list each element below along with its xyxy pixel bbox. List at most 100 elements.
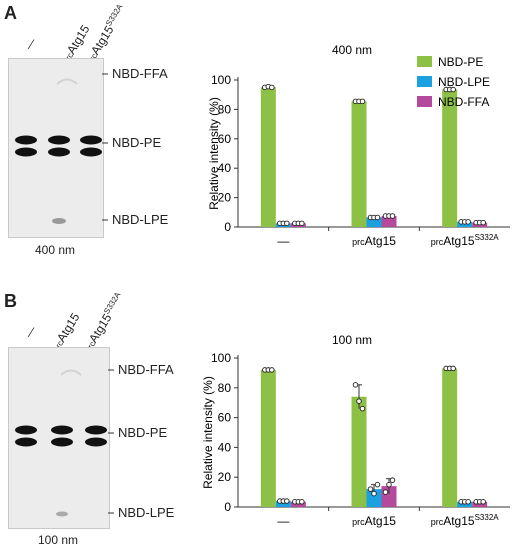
y-tick-label: 60 bbox=[218, 411, 232, 425]
tlc-plate-b bbox=[8, 347, 110, 529]
tlc-condition-a: 400 nm bbox=[34, 243, 76, 257]
data-point bbox=[389, 477, 396, 483]
band-label-pe-a: NBD-PE bbox=[112, 135, 162, 150]
data-point bbox=[480, 499, 486, 505]
y-tick-label: 40 bbox=[218, 440, 232, 454]
bar-nbd-lpe bbox=[366, 489, 382, 507]
bar-nbd-pe bbox=[442, 89, 458, 228]
y-tick-label: 80 bbox=[218, 102, 232, 116]
x-tick-label: prcAtg15 bbox=[352, 234, 396, 248]
data-point bbox=[374, 481, 381, 488]
pe-band-lower bbox=[51, 437, 73, 447]
tlc-plate-b-svg bbox=[15, 369, 107, 517]
data-point bbox=[299, 499, 305, 505]
ffa-band-faint bbox=[60, 369, 82, 376]
data-point bbox=[284, 220, 290, 227]
y-tick-label: 0 bbox=[224, 220, 231, 234]
data-point bbox=[465, 219, 471, 225]
band-label-ffa-b: NBD-FFA bbox=[118, 362, 174, 377]
panel-letter-a: A bbox=[4, 3, 17, 23]
legend-swatch-nbd-pe bbox=[417, 56, 432, 67]
data-point bbox=[269, 84, 275, 91]
data-point bbox=[269, 367, 275, 373]
x-tick-label: — bbox=[277, 514, 289, 528]
bar-nbd-pe bbox=[351, 396, 367, 507]
data-point bbox=[480, 219, 486, 226]
data-point bbox=[359, 98, 366, 105]
bar-chart-100nm: 100 nm 0 20 40 60 80 100 Relative intensity (%)… bbox=[201, 333, 510, 528]
band-label-ffa-a: NBD-FFA bbox=[112, 66, 168, 81]
bar-nbd-pe bbox=[260, 369, 276, 507]
y-tick-label: 100 bbox=[211, 73, 231, 87]
data-point bbox=[386, 481, 392, 488]
data-point bbox=[299, 220, 305, 227]
y-tick-label: 0 bbox=[224, 500, 231, 514]
data-point bbox=[356, 398, 362, 404]
x-tick-label: prcAtg15S332A bbox=[431, 513, 500, 528]
pe-band-lower bbox=[15, 147, 37, 157]
data-point bbox=[371, 490, 377, 497]
legend-label: NBD-LPE bbox=[438, 75, 490, 89]
pe-band-lower bbox=[48, 147, 70, 157]
y-tick-label: 20 bbox=[218, 470, 232, 484]
pe-band-upper bbox=[80, 135, 102, 145]
x-tick-label: prcAtg15S332A bbox=[431, 233, 500, 248]
lane-label-prcatg15-s332a: prcAtg15S332A bbox=[84, 290, 123, 354]
bar-nbd-pe bbox=[351, 101, 367, 227]
y-axis-label: Relative intensity (%) bbox=[201, 376, 215, 489]
data-point bbox=[450, 365, 456, 372]
y-tick-label: 80 bbox=[218, 381, 232, 395]
tlc-plate-a-svg bbox=[15, 78, 102, 224]
pe-band-upper bbox=[15, 135, 37, 145]
pe-band-upper bbox=[85, 425, 107, 435]
lane-label-control: — bbox=[22, 324, 39, 340]
legend-label: NBD-PE bbox=[438, 55, 483, 69]
bar-nbd-pe bbox=[260, 87, 276, 227]
data-point bbox=[465, 499, 471, 505]
lane-label-control: — bbox=[22, 36, 39, 52]
chart-title: 100 nm bbox=[332, 333, 372, 347]
tlc-ticks-b bbox=[108, 369, 114, 514]
panel-letter-b: B bbox=[4, 291, 17, 311]
y-tick-label: 40 bbox=[218, 161, 232, 175]
tlc-condition-b: 100 nm bbox=[37, 533, 79, 547]
tlc-lane-labels-a: — prcAtg15 prcAtg15S332A bbox=[0, 0, 125, 66]
band-label-lpe-a: NBD-LPE bbox=[112, 212, 169, 227]
data-point bbox=[450, 86, 456, 93]
data-point bbox=[389, 213, 396, 219]
pe-band-lower bbox=[15, 437, 37, 447]
x-tick-label: prcAtg15 bbox=[352, 514, 396, 528]
pe-band-upper bbox=[15, 425, 37, 435]
y-tick-label: 60 bbox=[218, 132, 232, 146]
data-point bbox=[374, 214, 381, 221]
lpe-band bbox=[52, 218, 66, 224]
pe-band-lower bbox=[85, 437, 107, 447]
data-point bbox=[359, 405, 366, 412]
chart-title: 400 nm bbox=[332, 43, 372, 57]
tlc-lane-labels-b: — prcAtg15 prcAtg15S332A bbox=[0, 290, 140, 354]
y-tick-label: 100 bbox=[211, 351, 231, 365]
legend-swatch-nbd-lpe bbox=[417, 76, 432, 87]
y-axis-label: Relative intensity (%) bbox=[207, 97, 221, 210]
tlc-plate-a bbox=[8, 58, 104, 238]
data-point bbox=[367, 486, 374, 492]
tlc-ticks-a bbox=[102, 73, 108, 221]
data-point bbox=[284, 498, 290, 504]
band-label-pe-b: NBD-PE bbox=[118, 425, 168, 440]
y-tick-label: 20 bbox=[218, 191, 232, 205]
bar-chart-400nm: 400 nm 0 20 40 60 80 100 Relative intensity (%)… bbox=[207, 43, 510, 248]
pe-band-upper bbox=[48, 135, 70, 145]
legend-swatch-nbd-ffa bbox=[417, 96, 432, 107]
bar-nbd-lpe bbox=[275, 501, 291, 507]
pe-band-lower bbox=[80, 147, 102, 157]
x-tick-label: — bbox=[277, 234, 289, 248]
pe-band-upper bbox=[51, 425, 73, 435]
ffa-band-faint bbox=[56, 78, 78, 85]
data-point bbox=[382, 489, 389, 495]
band-label-lpe-b: NBD-LPE bbox=[118, 505, 175, 520]
legend-label: NBD-FFA bbox=[438, 95, 489, 109]
bar-nbd-pe bbox=[442, 368, 458, 507]
bar-nbd-ffa bbox=[381, 215, 397, 227]
bar-nbd-lpe bbox=[366, 217, 382, 227]
lpe-band bbox=[56, 511, 68, 517]
